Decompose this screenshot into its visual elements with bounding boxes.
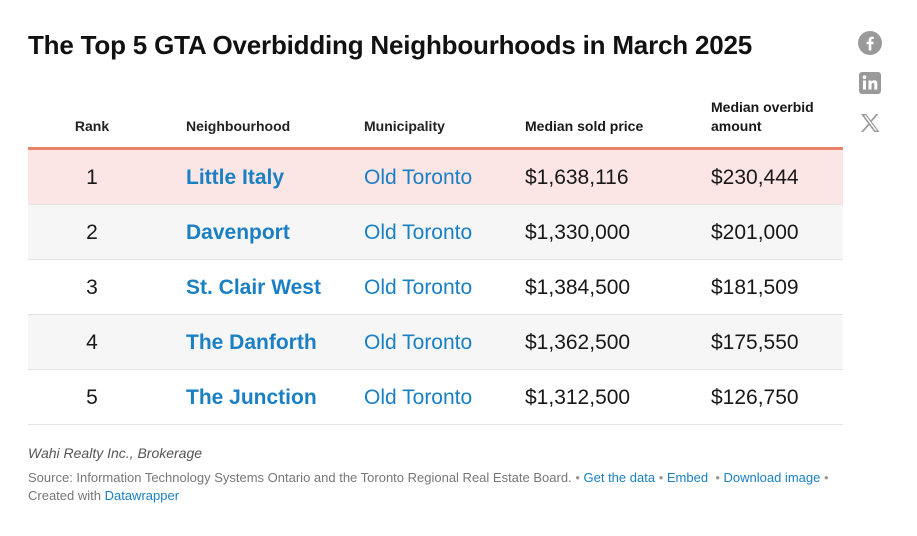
header-median-overbid-amount[interactable]: Median overbid amount [711,99,814,134]
embed-link[interactable]: Embed [666,470,709,485]
neighbourhood-cell[interactable]: Davenport [186,221,290,244]
datawrapper-link[interactable]: Datawrapper [104,488,180,503]
neighbourhood-cell[interactable]: The Danforth [186,331,317,354]
median-overbid-amount-cell: $230,444 [711,166,799,189]
municipality-cell[interactable]: Old Toronto [364,221,473,244]
municipality-cell[interactable]: Old Toronto [364,386,473,409]
table-header: Rank Neighbourhood Municipality Median s… [28,99,843,150]
share-bar [857,30,883,150]
neighbourhood-cell[interactable]: St. Clair West [186,276,321,299]
download-image-link[interactable]: Download image [723,470,821,485]
municipality-cell[interactable]: Old Toronto [364,166,473,189]
header-rank[interactable]: Rank [74,118,110,134]
municipality-cell[interactable]: Old Toronto [364,276,473,299]
x-icon[interactable] [857,110,883,136]
footer-notes: Source: Information Technology Systems O… [28,470,829,503]
median-overbid-amount-cell: $126,750 [711,386,799,409]
rank-cell: 4 [86,331,98,354]
facebook-icon[interactable] [857,30,883,56]
median-sold-price-cell: $1,312,500 [525,386,631,409]
brand-credit: Wahi Realty Inc., Brokerage [28,445,203,461]
header-median-sold-price[interactable]: Median sold price [525,118,644,134]
median-sold-price-cell: $1,384,500 [525,276,631,299]
table-row: 2 Davenport Old Toronto $1,330,000 $201,000 [28,205,843,260]
median-sold-price-cell: $1,638,116 [525,166,629,189]
median-overbid-amount-cell: $201,000 [711,221,799,244]
rank-cell: 2 [86,221,98,244]
rank-cell: 1 [86,166,98,189]
rank-cell: 3 [86,276,98,299]
table-row: 5 The Junction Old Toronto $1,312,500 $126,7… [28,370,843,425]
linkedin-icon[interactable] [857,70,883,96]
median-overbid-amount-cell: $175,550 [711,331,799,354]
table-row: 3 St. Clair West Old Toronto $1,384,500 $181… [28,260,843,315]
neighbourhood-cell[interactable]: The Junction [186,386,317,409]
header-neighbourhood[interactable]: Neighbourhood [186,118,291,134]
table-row: 4 The Danforth Old Toronto $1,362,500 $175,5… [28,315,843,370]
neighbourhood-cell[interactable]: Little Italy [186,166,285,189]
source-label: Source: [28,470,77,485]
median-sold-price-cell: $1,362,500 [525,331,631,354]
created-with-label: Created with [28,488,105,503]
table-row: 1 Little Italy Old Toronto $1,638,116 $230,4… [28,150,843,205]
municipality-cell[interactable]: Old Toronto [364,331,473,354]
get-data-link[interactable]: Get the data [583,470,656,485]
table-body: 1 Little Italy Old Toronto $1,638,116 $230,4… [28,150,843,425]
median-sold-price-cell: $1,330,000 [525,221,631,244]
median-overbid-amount-cell: $181,509 [711,276,799,299]
rank-cell: 5 [86,386,98,409]
source-text: Information Technology Systems Ontario a… [76,470,572,485]
header-municipality[interactable]: Municipality [364,118,445,134]
data-table: Rank Neighbourhood Municipality Median s… [28,99,843,425]
chart-title: The Top 5 GTA Overbidding Neighbourhoods… [28,30,752,60]
